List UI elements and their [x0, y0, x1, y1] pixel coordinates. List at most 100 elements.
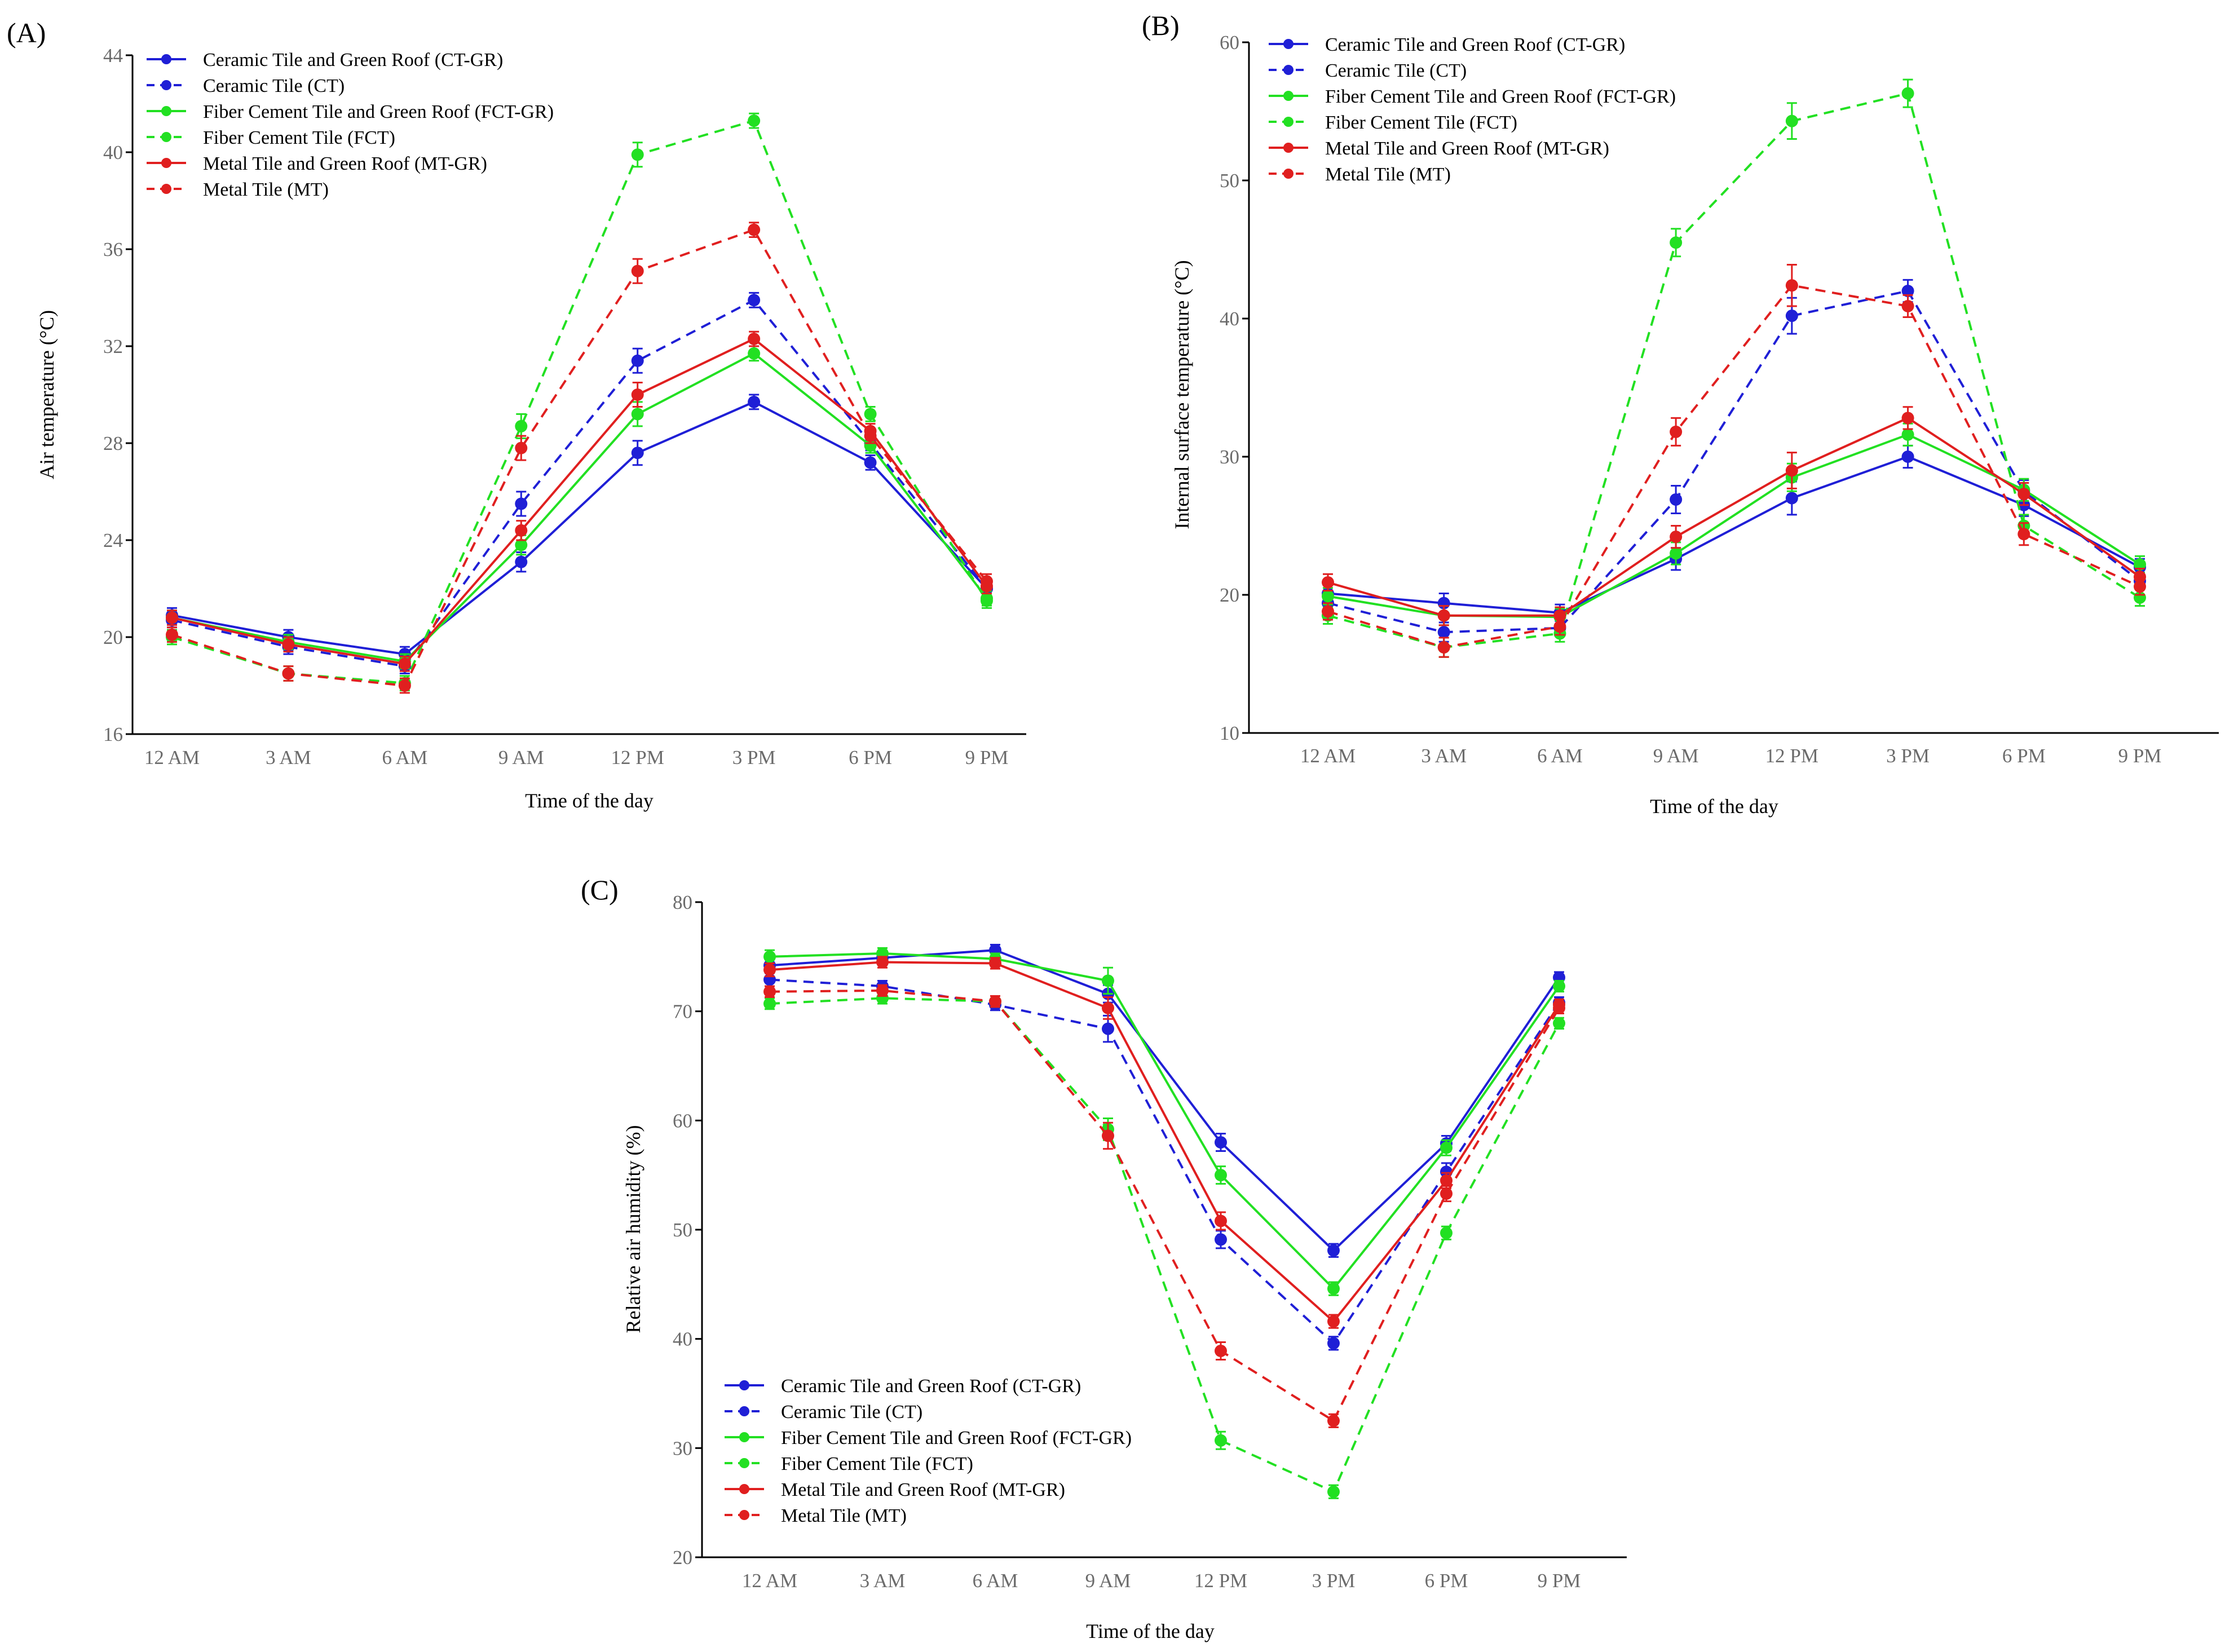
- legend-marker: [161, 106, 171, 116]
- data-point: [1327, 1282, 1340, 1295]
- panel-c-relative-humidity-chart: (C) 20 30 40 50 60 70 80 12 AM 3 AM 6 AM 9 AM 12 PM 3…: [581, 874, 1627, 1642]
- data-point: [1437, 641, 1450, 654]
- legend-entry: Fiber Cement Tile (FCT): [147, 127, 395, 148]
- legend-entry: Fiber Cement Tile (FCT): [1269, 112, 1517, 133]
- y-tick-label: 20: [1220, 584, 1239, 606]
- data-point: [763, 985, 776, 998]
- series-line: [1327, 417, 2141, 617]
- data-point: [763, 997, 776, 1010]
- x-tick-label: 6 PM: [1425, 1570, 1468, 1592]
- data-point: [1670, 531, 1683, 544]
- x-tick-label: 9 PM: [2118, 745, 2162, 767]
- x-tick-label: 12 PM: [611, 747, 664, 768]
- data-point: [748, 395, 761, 408]
- data-point: [1901, 450, 1914, 463]
- legend-entry: Ceramic Tile and Green Roof (CT-GR): [1269, 34, 1625, 55]
- legend-label: Ceramic Tile and Green Roof (CT-GR): [1325, 34, 1625, 55]
- x-tick-label: 3 AM: [266, 747, 311, 768]
- data-point: [2134, 571, 2146, 584]
- data-point: [981, 594, 993, 607]
- data-point: [515, 419, 528, 432]
- data-point: [1670, 547, 1683, 560]
- data-point: [1215, 1136, 1227, 1149]
- x-tick-label: 6 AM: [1537, 745, 1583, 767]
- legend-label: Fiber Cement Tile (FCT): [781, 1454, 973, 1474]
- data-point: [876, 956, 889, 969]
- data-point: [1553, 620, 1566, 633]
- data-point: [166, 628, 178, 641]
- y-tick-label: 50: [673, 1219, 692, 1241]
- data-point: [1553, 1017, 1565, 1030]
- data-point: [1785, 279, 1798, 292]
- legend-marker: [739, 1432, 749, 1442]
- legend-marker: [161, 158, 171, 168]
- legend-marker: [161, 80, 171, 90]
- data-point: [1215, 1233, 1227, 1246]
- x-tick-label: 6 PM: [849, 747, 892, 768]
- y-tick-label: 80: [673, 891, 692, 913]
- series-group: [166, 330, 993, 672]
- legend-marker: [1283, 39, 1293, 49]
- series-line: [171, 400, 988, 656]
- data-point: [748, 294, 761, 307]
- legend-label: Metal Tile (MT): [203, 179, 329, 200]
- series-line: [769, 952, 1560, 1291]
- y-tick-label: 10: [1220, 722, 1239, 744]
- data-point: [1553, 980, 1565, 993]
- panel-label: (B): [1142, 10, 1180, 41]
- x-tick-label: 3 PM: [732, 747, 776, 768]
- x-tick-label: 12 AM: [742, 1570, 797, 1592]
- y-tick-label: 50: [1220, 170, 1239, 192]
- data-point: [1553, 1001, 1565, 1014]
- y-tick-label: 20: [673, 1547, 692, 1569]
- data-point: [1440, 1141, 1453, 1154]
- data-point: [1901, 428, 1914, 441]
- data-point: [1901, 87, 1914, 100]
- series-line: [769, 989, 1560, 1423]
- legend-label: Metal Tile (MT): [781, 1505, 907, 1526]
- x-tick-label: 12 AM: [144, 747, 200, 768]
- legend-entry: Metal Tile (MT): [147, 179, 329, 200]
- x-tick-label: 9 AM: [1653, 745, 1699, 767]
- y-tick-label: 20: [103, 626, 123, 648]
- data-point: [2017, 528, 2030, 541]
- data-point: [1901, 299, 1914, 312]
- data-point: [515, 497, 528, 510]
- series-line: [171, 298, 988, 668]
- y-tick-label: 70: [673, 1001, 692, 1023]
- legend-marker: [161, 132, 171, 142]
- series-line: [1327, 289, 2141, 634]
- data-point: [1327, 1244, 1340, 1257]
- legend-entry: Fiber Cement Tile and Green Roof (FCT-GR…: [147, 101, 554, 122]
- data-point: [631, 388, 644, 401]
- series-line: [1327, 284, 2140, 649]
- x-axis-title: Time of the day: [1086, 1620, 1215, 1642]
- panel-label: (C): [581, 874, 619, 905]
- legend-entry: Ceramic Tile (CT): [725, 1402, 922, 1423]
- data-point: [1437, 626, 1450, 639]
- series-group: [1322, 263, 2146, 658]
- legend-entry: Ceramic Tile and Green Roof (CT-GR): [147, 50, 503, 70]
- data-point: [1102, 1022, 1114, 1035]
- series-group: [166, 222, 993, 694]
- series-line: [1327, 92, 2141, 649]
- legend-label: Ceramic Tile and Green Roof (CT-GR): [203, 50, 503, 70]
- data-point: [864, 456, 877, 469]
- data-point: [1327, 1485, 1340, 1498]
- x-tick-label: 6 AM: [382, 747, 427, 768]
- y-tick-label: 36: [103, 238, 123, 260]
- data-point: [1670, 493, 1683, 506]
- series-line: [171, 337, 988, 665]
- x-axis-title: Time of the day: [525, 789, 654, 812]
- series-line: [171, 119, 988, 684]
- x-tick-label: 12 PM: [1194, 1570, 1247, 1592]
- data-point: [1322, 590, 1334, 603]
- panel-b-surface-temperature-chart: (B) 10 20 30 40 50 60 12 AM 3 AM 6 AM 9 AM 12 PM 3 P…: [1142, 10, 2219, 818]
- data-point: [1670, 236, 1683, 249]
- data-point: [989, 957, 1001, 970]
- y-tick-label: 24: [103, 529, 123, 551]
- legend-marker: [1283, 169, 1293, 179]
- y-tick-label: 44: [103, 45, 123, 67]
- data-point: [1327, 1337, 1340, 1350]
- series-group: [166, 291, 993, 674]
